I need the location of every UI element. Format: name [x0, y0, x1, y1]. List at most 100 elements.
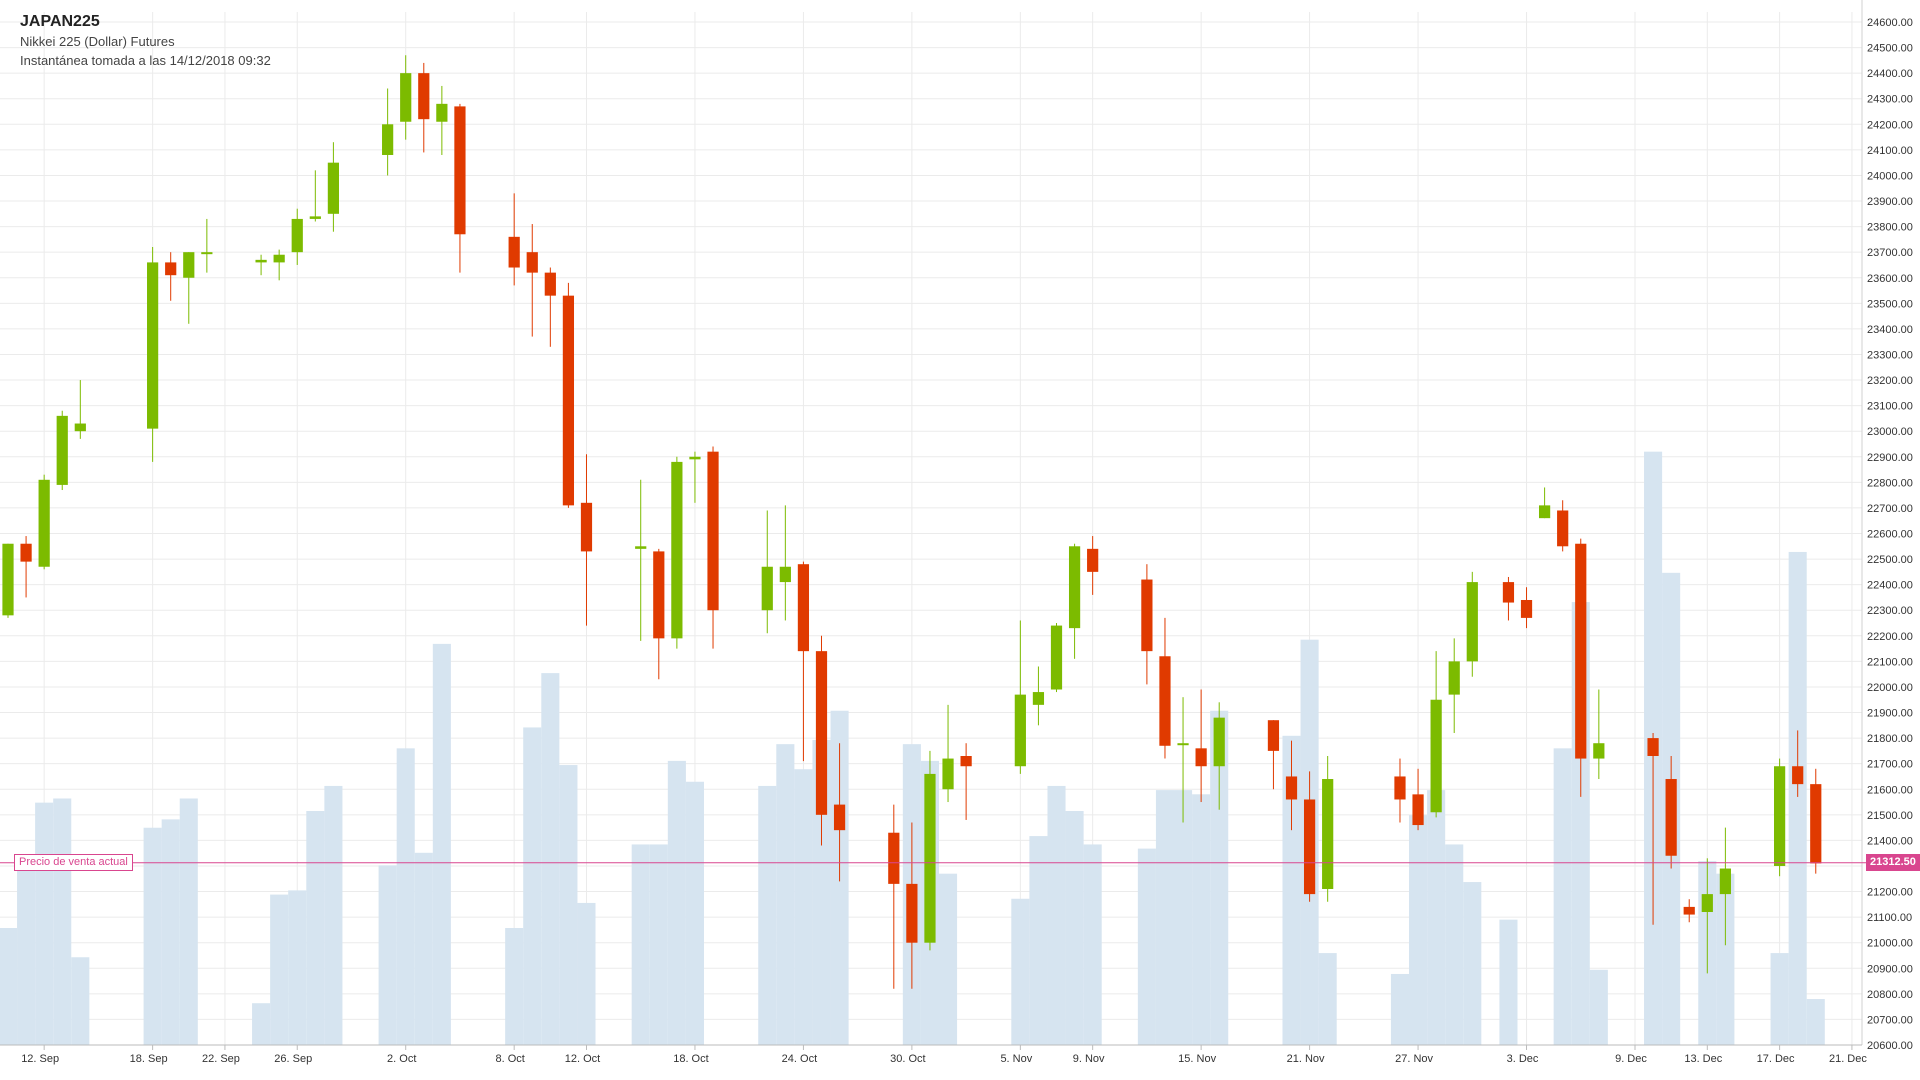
candle-body: [1647, 738, 1659, 757]
candle-body: [1032, 692, 1045, 705]
volume-bar: [1174, 790, 1193, 1045]
candle[interactable]: [38, 474, 50, 570]
symbol-title: JAPAN225: [20, 13, 100, 30]
candle[interactable]: [544, 267, 556, 347]
candle[interactable]: [1032, 666, 1045, 726]
candle[interactable]: [1647, 732, 1659, 925]
y-tick-label: 24100.00: [1867, 145, 1913, 157]
candle[interactable]: [562, 282, 575, 508]
candle[interactable]: [833, 743, 846, 882]
candle[interactable]: [797, 561, 810, 762]
candle[interactable]: [906, 822, 918, 989]
candle[interactable]: [1810, 768, 1822, 874]
candle[interactable]: [1719, 827, 1731, 946]
candle[interactable]: [1177, 697, 1189, 823]
candle-body: [1448, 661, 1460, 695]
candle[interactable]: [20, 536, 32, 598]
y-tick-label: 23800.00: [1867, 222, 1913, 234]
candle[interactable]: [1520, 587, 1533, 629]
candle[interactable]: [1394, 758, 1406, 823]
candle[interactable]: [1774, 758, 1786, 877]
candle[interactable]: [1665, 756, 1677, 869]
candle[interactable]: [815, 635, 828, 846]
candle[interactable]: [147, 247, 159, 462]
candle[interactable]: [382, 88, 394, 176]
candle-body: [562, 295, 575, 506]
candle[interactable]: [1213, 702, 1225, 810]
candle[interactable]: [183, 252, 195, 324]
candle[interactable]: [56, 410, 68, 491]
candle[interactable]: [689, 451, 701, 503]
candle-body: [1322, 779, 1334, 889]
candle[interactable]: [653, 548, 665, 680]
candle-body: [1557, 510, 1569, 547]
candle[interactable]: [635, 479, 647, 641]
candle[interactable]: [1267, 720, 1280, 790]
candle[interactable]: [1195, 689, 1207, 803]
candle[interactable]: [165, 252, 177, 301]
candle[interactable]: [1159, 617, 1171, 759]
candle[interactable]: [255, 254, 267, 276]
candle[interactable]: [1068, 543, 1081, 659]
candle[interactable]: [1466, 571, 1478, 677]
candle[interactable]: [436, 85, 448, 155]
candle[interactable]: [526, 224, 538, 337]
candle-body: [942, 758, 954, 790]
candle[interactable]: [1303, 771, 1316, 902]
y-tick-label: 21700.00: [1867, 759, 1913, 771]
candle-body: [201, 252, 213, 255]
candle[interactable]: [888, 804, 900, 989]
candle[interactable]: [1412, 768, 1424, 831]
candle[interactable]: [671, 456, 683, 649]
volume-bar: [1192, 794, 1211, 1045]
candle[interactable]: [1683, 899, 1695, 923]
y-tick-label: 24400.00: [1867, 68, 1913, 80]
candle[interactable]: [1285, 740, 1298, 831]
candle[interactable]: [201, 218, 213, 273]
candle[interactable]: [1538, 487, 1551, 519]
candle-body: [20, 543, 32, 562]
candle[interactable]: [580, 454, 593, 626]
y-tick-label: 22000.00: [1867, 682, 1913, 694]
volume-bar: [288, 890, 307, 1045]
candle[interactable]: [1792, 730, 1804, 797]
volume-bar: [812, 739, 831, 1045]
candle[interactable]: [1575, 538, 1587, 797]
candle[interactable]: [2, 543, 14, 618]
candle[interactable]: [1593, 689, 1605, 780]
candle[interactable]: [960, 743, 972, 820]
candle[interactable]: [273, 249, 285, 281]
candle[interactable]: [942, 704, 954, 803]
candle[interactable]: [508, 193, 520, 286]
candle[interactable]: [1448, 638, 1460, 733]
candle[interactable]: [74, 380, 86, 439]
candle[interactable]: [309, 170, 321, 222]
candle[interactable]: [1322, 756, 1334, 902]
candle[interactable]: [327, 142, 340, 232]
candle[interactable]: [454, 103, 466, 273]
candle[interactable]: [1430, 651, 1442, 818]
candle[interactable]: [1701, 858, 1713, 974]
candle-body: [1285, 776, 1298, 800]
y-tick-label: 23200.00: [1867, 375, 1913, 387]
candle[interactable]: [761, 510, 773, 634]
candle[interactable]: [779, 505, 791, 621]
candle[interactable]: [1557, 500, 1569, 552]
y-tick-label: 21000.00: [1867, 938, 1913, 950]
candle[interactable]: [924, 750, 936, 951]
candle[interactable]: [1141, 564, 1153, 685]
candle[interactable]: [1502, 576, 1515, 621]
candle[interactable]: [1050, 623, 1063, 693]
volume-bar: [35, 802, 54, 1045]
candle-body: [56, 415, 68, 485]
candle-body: [273, 254, 285, 263]
candle[interactable]: [400, 55, 412, 140]
x-tick-label: 21. Nov: [1287, 1053, 1325, 1065]
candle[interactable]: [418, 62, 430, 153]
volume-bar: [1589, 969, 1608, 1045]
candle[interactable]: [291, 208, 303, 265]
candle[interactable]: [707, 446, 719, 649]
candle[interactable]: [1087, 536, 1099, 595]
candle[interactable]: [1014, 620, 1026, 774]
